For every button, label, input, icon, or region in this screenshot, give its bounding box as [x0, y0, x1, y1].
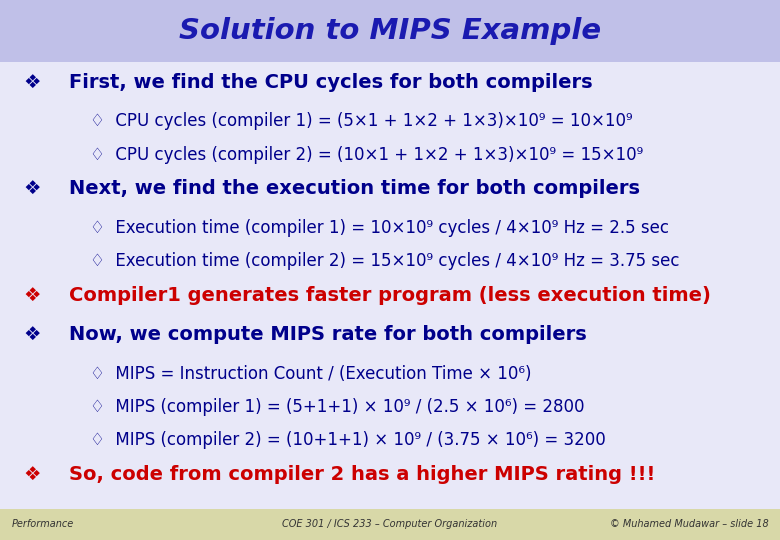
Text: ♢  MIPS (compiler 2) = (10+1+1) × 10⁹ / (3.75 × 10⁶) = 3200: ♢ MIPS (compiler 2) = (10+1+1) × 10⁹ / (…	[90, 431, 605, 449]
Text: ♢  Execution time (compiler 1) = 10×10⁹ cycles / 4×10⁹ Hz = 2.5 sec: ♢ Execution time (compiler 1) = 10×10⁹ c…	[90, 219, 668, 237]
Text: ❖: ❖	[23, 325, 41, 344]
Text: So, code from compiler 2 has a higher MIPS rating !!!: So, code from compiler 2 has a higher MI…	[69, 465, 655, 484]
Text: First, we find the CPU cycles for both compilers: First, we find the CPU cycles for both c…	[69, 73, 592, 92]
Text: ♢  Execution time (compiler 2) = 15×10⁹ cycles / 4×10⁹ Hz = 3.75 sec: ♢ Execution time (compiler 2) = 15×10⁹ c…	[90, 252, 679, 270]
Text: ❖: ❖	[23, 179, 41, 198]
Text: Now, we compute MIPS rate for both compilers: Now, we compute MIPS rate for both compi…	[69, 325, 587, 344]
Text: ❖: ❖	[23, 286, 41, 305]
Text: Solution to MIPS Example: Solution to MIPS Example	[179, 17, 601, 45]
Text: COE 301 / ICS 233 – Computer Organization: COE 301 / ICS 233 – Computer Organizatio…	[282, 519, 498, 529]
Text: ❖: ❖	[23, 465, 41, 484]
Text: Performance: Performance	[12, 519, 74, 529]
Text: ♢  CPU cycles (compiler 1) = (5×1 + 1×2 + 1×3)×10⁹ = 10×10⁹: ♢ CPU cycles (compiler 1) = (5×1 + 1×2 +…	[90, 112, 633, 130]
Text: ♢  CPU cycles (compiler 2) = (10×1 + 1×2 + 1×3)×10⁹ = 15×10⁹: ♢ CPU cycles (compiler 2) = (10×1 + 1×2 …	[90, 146, 643, 164]
Bar	[0, 509, 780, 540]
Text: Next, we find the execution time for both compilers: Next, we find the execution time for bot…	[69, 179, 640, 198]
Text: ♢  MIPS = Instruction Count / (Execution Time × 10⁶): ♢ MIPS = Instruction Count / (Execution …	[90, 364, 531, 382]
Text: Compiler1 generates faster program (less execution time): Compiler1 generates faster program (less…	[69, 286, 711, 305]
Text: © Muhamed Mudawar – slide 18: © Muhamed Mudawar – slide 18	[609, 519, 768, 529]
Text: ❖: ❖	[23, 73, 41, 92]
Text: ♢  MIPS (compiler 1) = (5+1+1) × 10⁹ / (2.5 × 10⁶) = 2800: ♢ MIPS (compiler 1) = (5+1+1) × 10⁹ / (2…	[90, 398, 584, 416]
Bar	[0, 0, 780, 62]
